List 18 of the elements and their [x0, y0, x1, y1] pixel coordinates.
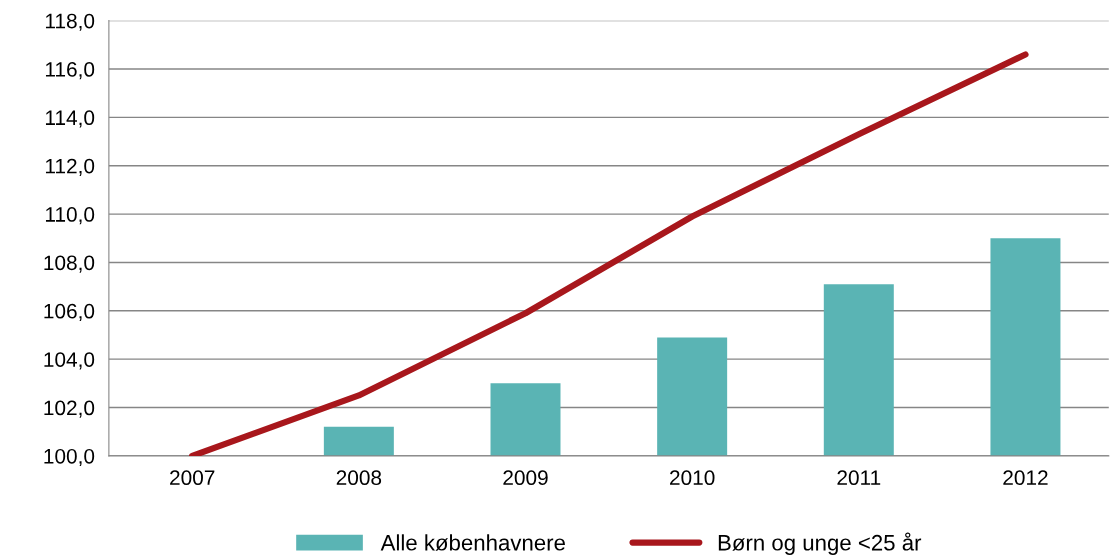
legend-label: Alle københavnere	[380, 534, 565, 551]
y-tick-label: 116,0	[45, 62, 95, 80]
y-tick-label: 112,0	[45, 158, 95, 176]
y-tick-label: 108,0	[44, 255, 95, 273]
x-tick-label: 2008	[336, 470, 382, 486]
x-tick-label: 2009	[503, 470, 548, 486]
y-tick-label: 100,0	[44, 448, 95, 467]
legend-label: Børn og unge <25 år	[718, 532, 922, 555]
y-tick-label: 106,0	[44, 303, 95, 322]
x-tick-label: 2012	[1003, 470, 1048, 486]
x-tick-label: 2010	[670, 470, 715, 486]
x-tick-label: 2011	[837, 470, 881, 486]
y-tick-label: 104,0	[44, 352, 95, 370]
y-tick-label: 118,0	[45, 13, 95, 31]
y-tick-label: 102,0	[44, 400, 95, 418]
y-tick-label: 110,0	[45, 207, 95, 225]
x-tick-label: 2007	[170, 470, 215, 486]
y-tick-label: 114,0	[45, 110, 95, 128]
